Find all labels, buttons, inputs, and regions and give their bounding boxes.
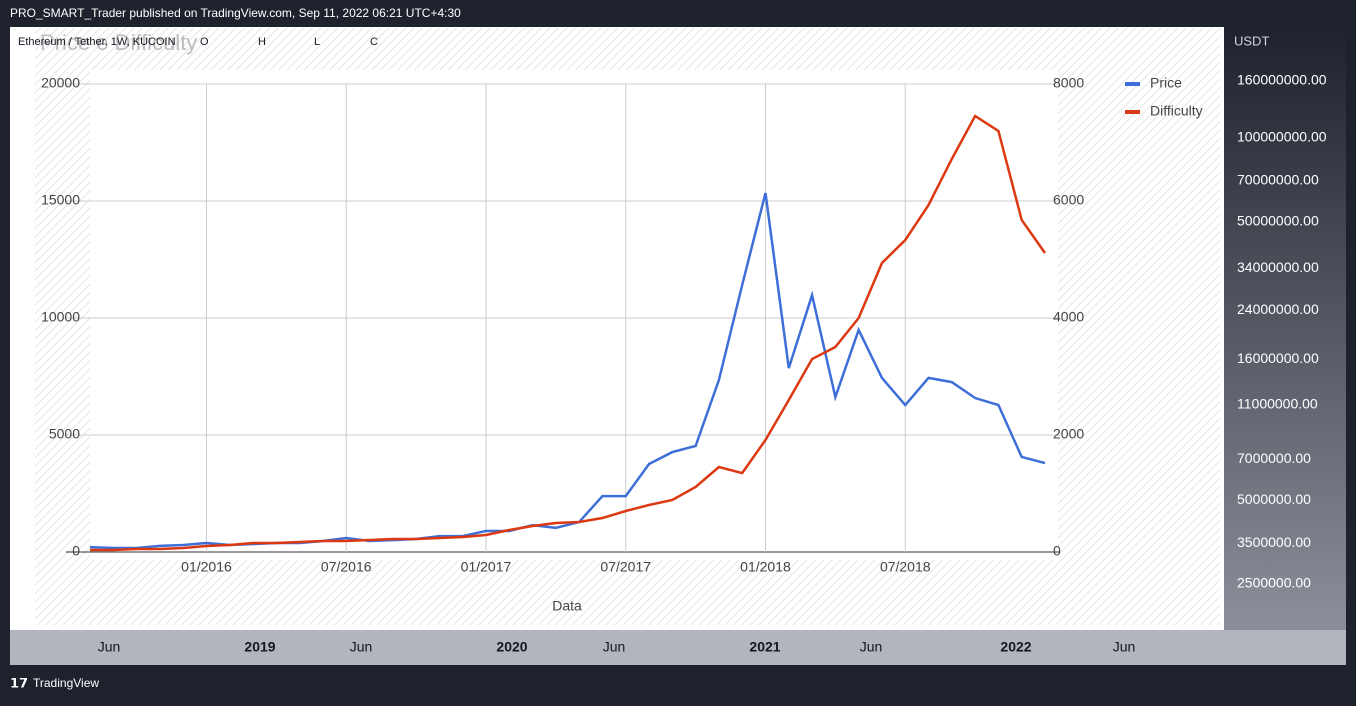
- time-label: Jun: [98, 639, 121, 655]
- price-label: 24000000.00: [1237, 301, 1319, 317]
- price-label: 160000000.00: [1237, 72, 1327, 88]
- ohlc-label: L: [314, 36, 320, 48]
- plot-area: [90, 70, 1058, 560]
- legend-label: Difficulty: [1150, 103, 1203, 119]
- publish-info: PRO_SMART_Trader published on TradingVie…: [10, 6, 461, 20]
- y-tick-label: 15000: [41, 192, 80, 208]
- x-tick-label: 01/2016: [181, 559, 232, 575]
- price-scale: [1224, 27, 1346, 630]
- time-label: Jun: [860, 639, 883, 655]
- symbol-name: Ethereum / Tether, 1W, KUCOIN: [18, 36, 176, 48]
- x-tick-label: 07/2017: [600, 559, 651, 575]
- y-tick-label: 0: [72, 543, 80, 559]
- x-tick-label: 07/2016: [321, 559, 372, 575]
- ohlc-label: H: [258, 36, 266, 48]
- time-label: Jun: [350, 639, 373, 655]
- y2-tick-label: 8000: [1053, 75, 1084, 91]
- time-label: Jun: [603, 639, 626, 655]
- time-label: 2020: [496, 639, 527, 655]
- y2-tick-label: 2000: [1053, 426, 1084, 442]
- x-tick-label: 01/2018: [740, 559, 791, 575]
- price-label: 11000000.00: [1237, 396, 1318, 412]
- time-label: 2022: [1000, 639, 1031, 655]
- legend-swatch: [1125, 110, 1140, 114]
- legend-swatch: [1125, 82, 1140, 86]
- price-label: 2500000.00: [1237, 575, 1311, 591]
- y2-tick-label: 6000: [1053, 192, 1084, 208]
- y2-tick-label: 0: [1053, 543, 1061, 559]
- legend-label: Price: [1150, 75, 1182, 91]
- chart-title: Price e Difficulty: [40, 30, 197, 55]
- time-label: Jun: [1113, 639, 1136, 655]
- x-tick-label: 01/2017: [461, 559, 512, 575]
- logo: 𝟭𝟳: [10, 675, 28, 690]
- currency: USDT: [1234, 33, 1269, 48]
- price-label: 34000000.00: [1237, 259, 1319, 275]
- ohlc-label: C: [370, 36, 378, 48]
- price-label: 7000000.00: [1237, 450, 1311, 466]
- y2-tick-label: 4000: [1053, 309, 1084, 325]
- y-tick-label: 10000: [41, 309, 80, 325]
- x-axis-title: Data: [552, 598, 582, 614]
- ohlc-label: O: [200, 36, 209, 48]
- y-tick-label: 5000: [49, 426, 80, 442]
- brand: TradingView: [33, 676, 99, 690]
- x-tick-label: 07/2018: [880, 559, 931, 575]
- series-line: [90, 114, 1047, 552]
- y-tick-label: 20000: [41, 75, 80, 91]
- price-label: 3500000.00: [1237, 534, 1311, 550]
- price-label: 100000000.00: [1237, 129, 1327, 145]
- time-label: 2019: [244, 639, 275, 655]
- price-label: 70000000.00: [1237, 172, 1319, 188]
- price-label: 16000000.00: [1237, 350, 1319, 366]
- time-label: 2021: [749, 639, 780, 655]
- price-label: 50000000.00: [1237, 212, 1319, 228]
- price-label: 5000000.00: [1237, 491, 1311, 507]
- time-scale: [10, 630, 1346, 665]
